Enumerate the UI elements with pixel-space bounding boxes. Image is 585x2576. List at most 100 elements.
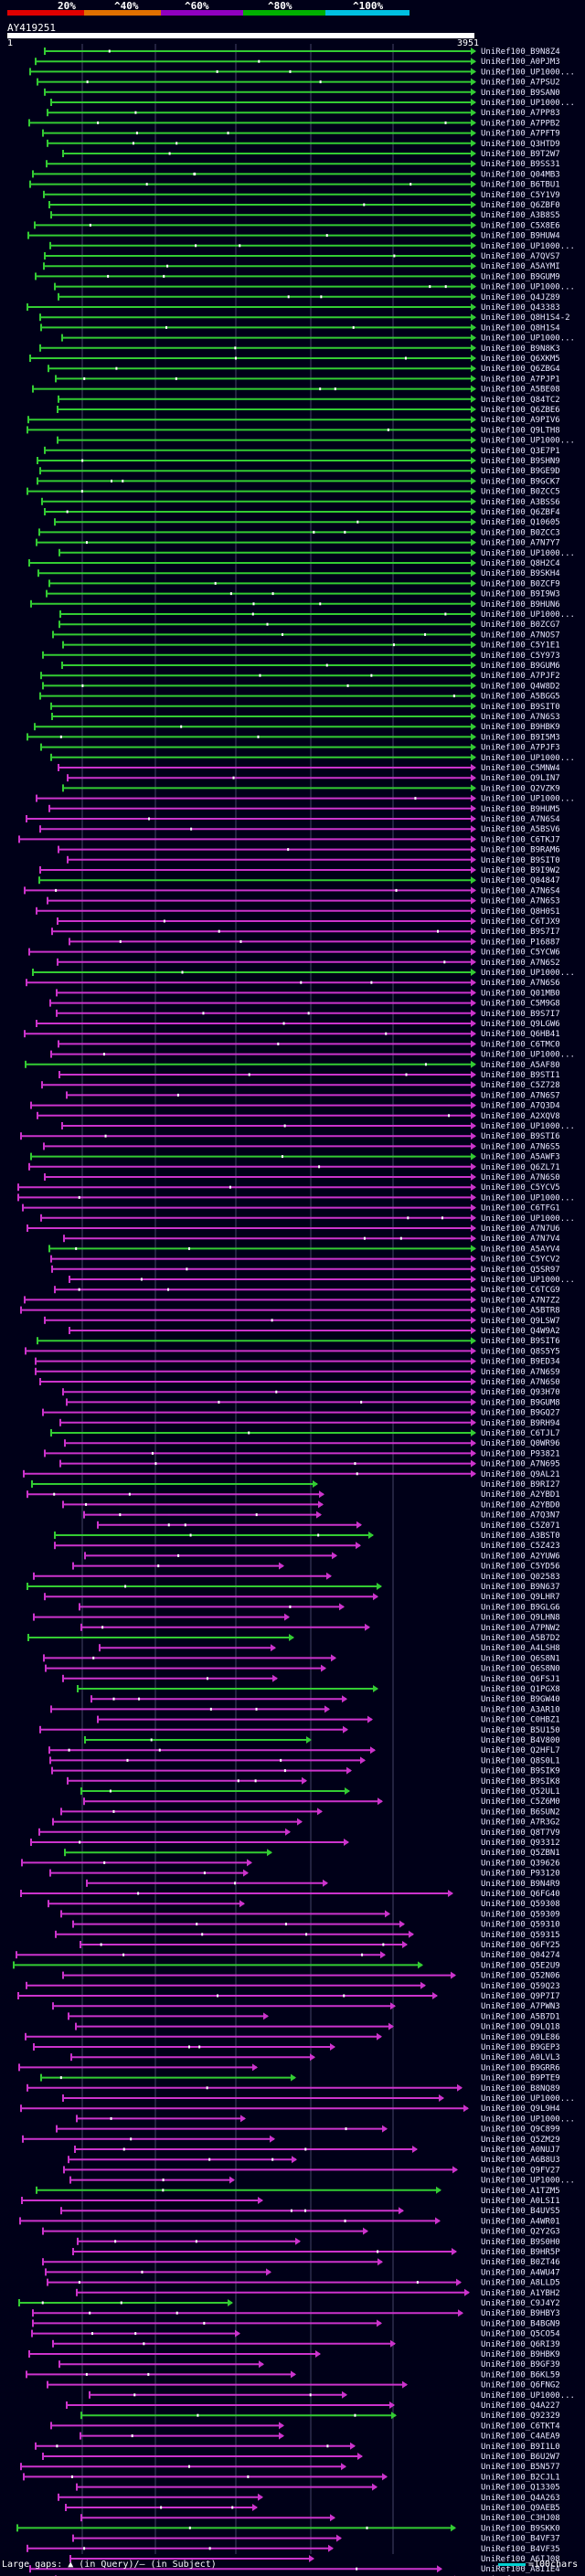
hit-row[interactable]: UniRef100_B5U150	[39, 1725, 560, 1735]
hit-row[interactable]: UniRef100_Q8S0L1	[49, 1756, 560, 1765]
hit-label[interactable]: UniRef100_P93821	[481, 1449, 560, 1458]
hit-row[interactable]: UniRef100_B9SKK0	[16, 2524, 560, 2533]
hit-row[interactable]: UniRef100_Q6ZBE6	[57, 406, 560, 415]
hit-row[interactable]: UniRef100_UP1000...	[58, 548, 575, 558]
hit-row[interactable]: UniRef100_Q6RI39	[52, 2339, 560, 2349]
hit-label[interactable]: UniRef100_B9PTE9	[481, 2074, 560, 2083]
hit-label[interactable]: UniRef100_A5B7D2	[481, 1634, 560, 1643]
hit-label[interactable]: UniRef100_A3BST0	[481, 1532, 560, 1541]
hit-label[interactable]: UniRef100_A5BE08	[481, 386, 560, 395]
hit-row[interactable]: UniRef100_B9SIK9	[51, 1766, 560, 1776]
hit-label[interactable]: UniRef100_Q13305	[481, 2484, 560, 2493]
hit-row[interactable]: UniRef100_Q9LGW6	[36, 1020, 560, 1029]
hit-row[interactable]: UniRef100_B9GW40	[90, 1695, 560, 1704]
hit-row[interactable]: UniRef100_B9N4R9	[86, 1879, 560, 1889]
hit-row[interactable]: UniRef100_B9GQ27	[42, 1408, 560, 1418]
hit-label[interactable]: UniRef100_B6SUN2	[481, 1807, 560, 1817]
hit-label[interactable]: UniRef100_A7PJP1	[481, 375, 560, 384]
hit-label[interactable]: UniRef100_Q6FG40	[481, 1890, 560, 1899]
hit-label[interactable]: UniRef100_A7N7U6	[481, 1224, 560, 1234]
hit-label[interactable]: UniRef100_Q5CO54	[481, 2330, 560, 2339]
hit-row[interactable]: UniRef100_UP1000...	[40, 1214, 575, 1224]
hit-label[interactable]: UniRef100_A7N695	[481, 1460, 560, 1469]
hit-row[interactable]: UniRef100_B6SUN2	[60, 1807, 560, 1817]
hit-row[interactable]: UniRef100_B6KL59	[26, 2370, 560, 2380]
hit-row[interactable]: UniRef100_A7QVS7	[44, 252, 560, 261]
hit-row[interactable]: UniRef100_A7PWN3	[52, 2002, 560, 2011]
hit-label[interactable]: UniRef100_Q9LHR7	[481, 1593, 560, 1602]
hit-label[interactable]: UniRef100_B9GQ27	[481, 1409, 560, 1418]
hit-row[interactable]: UniRef100_A0NUJ7	[74, 2146, 560, 2155]
hit-row[interactable]: UniRef100_Q4W8D2	[42, 682, 560, 691]
hit-row[interactable]: UniRef100_B9I9W2	[39, 866, 560, 875]
hit-row[interactable]: UniRef100_A0PJM3	[35, 58, 560, 67]
hit-label[interactable]: UniRef100_C5Y973	[481, 652, 560, 661]
hit-row[interactable]: UniRef100_C5Z728	[41, 1081, 560, 1090]
hit-label[interactable]: UniRef100_Q9AEB5	[481, 2504, 560, 2513]
hit-row[interactable]: UniRef100_A7N6S0	[44, 1173, 560, 1182]
hit-row[interactable]: UniRef100_A5B7D1	[68, 2012, 560, 2021]
hit-row[interactable]: UniRef100_Q2HFL7	[48, 1746, 560, 1755]
hit-label[interactable]: UniRef100_A7PWN3	[481, 2002, 560, 2011]
hit-row[interactable]: UniRef100_A5AF80	[25, 1060, 560, 1070]
hit-row[interactable]: UniRef100_C5Z071	[97, 1521, 560, 1531]
hit-row[interactable]: UniRef100_C5MNW4	[58, 764, 560, 773]
hit-row[interactable]: UniRef100_Q59308	[48, 1900, 560, 1909]
hit-row[interactable]: UniRef100_Q6S8N1	[43, 1654, 560, 1663]
hit-row[interactable]: UniRef100_B9SAN0	[44, 88, 560, 98]
hit-row[interactable]: UniRef100_C5Y1V9	[43, 190, 560, 200]
hit-label[interactable]: UniRef100_B9SKH4	[481, 569, 560, 578]
hit-row[interactable]: UniRef100_B9STI6	[20, 1132, 560, 1141]
hit-label[interactable]: UniRef100_C6TJL7	[481, 1429, 560, 1438]
hit-row[interactable]: UniRef100_Q6FSJ1	[62, 1674, 560, 1684]
hit-row[interactable]: UniRef100_C5X8E6	[34, 221, 560, 230]
hit-label[interactable]: UniRef100_Q10605	[481, 518, 560, 527]
hit-row[interactable]: UniRef100_B9STI1	[58, 1071, 560, 1080]
hit-row[interactable]: UniRef100_Q6ZBF4	[44, 508, 560, 517]
hit-label[interactable]: UniRef100_Q9LIN7	[481, 774, 560, 783]
hit-label[interactable]: UniRef100_A9PIV6	[481, 416, 560, 425]
hit-row[interactable]: UniRef100_B9SKH4	[37, 569, 560, 578]
hit-row[interactable]: UniRef100_A5AWF3	[30, 1152, 560, 1162]
hit-row[interactable]: UniRef100_B9I9W3	[46, 589, 560, 599]
hit-label[interactable]: UniRef100_Q8S5Y5	[481, 1347, 560, 1356]
hit-row[interactable]: UniRef100_B9SS31	[46, 160, 560, 169]
hit-row[interactable]: UniRef100_B9GF39	[58, 2360, 560, 2369]
hit-label[interactable]: UniRef100_B9HR5P	[481, 2248, 560, 2257]
hit-row[interactable]: UniRef100_UP1000...	[61, 1122, 575, 1131]
hit-label[interactable]: UniRef100_A8I1E4	[481, 2565, 560, 2574]
hit-row[interactable]: UniRef100_Q84TC2	[58, 395, 560, 405]
hit-row[interactable]: UniRef100_C5YCV5	[17, 1183, 560, 1193]
hit-row[interactable]: UniRef100_A7R3G2	[52, 1818, 560, 1828]
hit-label[interactable]: UniRef100_UP1000...	[481, 549, 575, 558]
hit-label[interactable]: UniRef100_B2CJL1	[481, 2473, 560, 2482]
hit-row[interactable]: UniRef100_B9SIK8	[67, 1776, 560, 1786]
hit-label[interactable]: UniRef100_B9HUN6	[481, 600, 560, 610]
hit-label[interactable]: UniRef100_Q0WR96	[481, 1439, 560, 1448]
hit-label[interactable]: UniRef100_B9S7I7	[481, 928, 560, 937]
hit-label[interactable]: UniRef100_C5Z423	[481, 1542, 560, 1551]
hit-row[interactable]: UniRef100_B9RAM6	[58, 845, 560, 855]
hit-row[interactable]: UniRef100_Q5ZBN1	[64, 1849, 560, 1858]
hit-row[interactable]: UniRef100_Q6ZL71	[28, 1162, 560, 1172]
hit-row[interactable]: UniRef100_A5AYMI	[43, 262, 560, 271]
hit-label[interactable]: UniRef100_Q4A263	[481, 2494, 560, 2503]
hit-label[interactable]: UniRef100_UP1000...	[481, 754, 575, 763]
hit-label[interactable]: UniRef100_B9SIT0	[481, 856, 560, 865]
hit-label[interactable]: UniRef100_Q39626	[481, 1859, 560, 1868]
hit-row[interactable]: UniRef100_B9S0H0	[77, 2237, 560, 2247]
hit-row[interactable]: UniRef100_Q59315	[55, 1930, 560, 1940]
hit-label[interactable]: UniRef100_B9HBK9	[481, 723, 560, 732]
hit-label[interactable]: UniRef100_Q8H2C4	[481, 559, 560, 568]
hit-label[interactable]: UniRef100_C9J4Y2	[481, 2299, 560, 2308]
hit-label[interactable]: UniRef100_A7Q3N7	[481, 1511, 560, 1521]
hit-label[interactable]: UniRef100_A4LSH8	[481, 1644, 560, 1653]
hit-label[interactable]: UniRef100_Q6ZBF0	[481, 201, 560, 210]
hit-row[interactable]: UniRef100_Q6S8N0	[45, 1664, 560, 1674]
hit-label[interactable]: UniRef100_A7N7Z2	[481, 1296, 560, 1305]
hit-label[interactable]: UniRef100_Q1PGX8	[481, 1685, 560, 1694]
hit-label[interactable]: UniRef100_A5AF80	[481, 1061, 560, 1070]
hit-row[interactable]: UniRef100_Q9C899	[56, 2125, 560, 2135]
hit-label[interactable]: UniRef100_B9GE9D	[481, 467, 560, 476]
hit-label[interactable]: UniRef100_Q9LTH8	[481, 426, 560, 435]
